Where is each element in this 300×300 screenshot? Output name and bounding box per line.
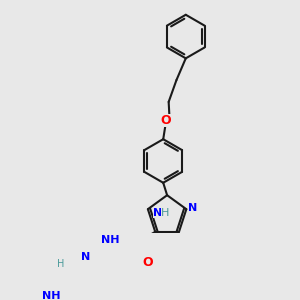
Text: NH: NH: [42, 291, 60, 300]
Text: N: N: [153, 208, 162, 218]
Text: H: H: [57, 260, 64, 269]
Text: NH: NH: [101, 235, 119, 244]
Text: N: N: [81, 252, 90, 262]
Text: H: H: [161, 208, 169, 218]
Text: N: N: [188, 202, 197, 213]
Text: O: O: [142, 256, 153, 269]
Text: O: O: [160, 114, 171, 127]
